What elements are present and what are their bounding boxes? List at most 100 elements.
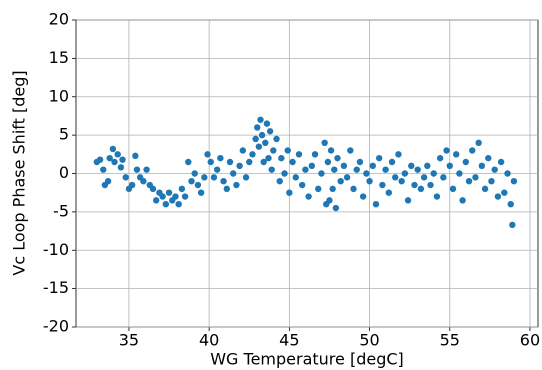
data-point <box>430 170 437 177</box>
data-point <box>273 135 280 143</box>
data-point <box>350 185 357 193</box>
x-tick-label: 55 <box>440 331 460 350</box>
data-point <box>140 177 147 185</box>
y-tick-label: 0 <box>59 163 69 182</box>
data-point <box>343 174 351 181</box>
data-point <box>117 164 125 171</box>
data-point <box>485 154 492 162</box>
data-point <box>230 170 237 177</box>
data-point <box>332 204 340 212</box>
data-point <box>501 189 508 196</box>
x-axis-label: WG Temperature [degC] <box>210 350 404 369</box>
data-point <box>260 158 267 166</box>
data-point <box>109 145 117 153</box>
data-point <box>104 177 112 185</box>
data-point <box>286 189 293 196</box>
data-point <box>233 181 240 189</box>
data-point <box>510 177 518 185</box>
data-point <box>404 197 412 204</box>
data-point <box>411 181 418 189</box>
data-point <box>204 151 211 158</box>
data-point <box>162 201 170 208</box>
data-point <box>433 193 441 200</box>
data-point <box>263 120 271 127</box>
data-point <box>181 193 189 200</box>
data-point <box>446 162 453 170</box>
y-tick-label: 10 <box>49 86 69 105</box>
data-point <box>331 166 338 173</box>
data-point <box>106 154 113 162</box>
x-tick-label: 40 <box>199 331 219 350</box>
data-point <box>321 139 328 146</box>
data-point <box>326 197 333 204</box>
data-point <box>395 151 402 158</box>
data-point <box>298 181 306 189</box>
x-tick-label: 60 <box>520 331 540 350</box>
data-point <box>178 185 186 193</box>
data-point <box>347 147 354 154</box>
data-point <box>475 139 482 146</box>
data-point <box>509 221 516 229</box>
data-point <box>311 151 319 158</box>
data-point <box>408 162 415 170</box>
data-point <box>295 151 303 158</box>
data-point <box>96 156 104 163</box>
data-point <box>494 193 502 200</box>
data-point <box>185 158 192 166</box>
y-tick-label: 20 <box>49 10 69 29</box>
data-point <box>497 158 505 166</box>
data-point <box>153 197 160 204</box>
y-tick-label: 15 <box>49 48 69 67</box>
data-point <box>420 174 428 181</box>
data-point <box>507 201 514 208</box>
data-point <box>372 201 380 208</box>
data-point <box>329 185 336 193</box>
data-point <box>242 174 250 181</box>
data-point <box>465 177 473 185</box>
data-point <box>246 158 253 166</box>
data-point <box>249 151 256 158</box>
data-point <box>289 158 296 166</box>
data-point <box>385 189 393 196</box>
data-point <box>436 154 444 162</box>
data-point <box>276 177 283 185</box>
data-point <box>440 174 447 181</box>
data-point <box>382 166 389 173</box>
data-point <box>424 162 431 170</box>
data-point <box>305 193 312 200</box>
data-point <box>456 170 463 177</box>
data-point <box>449 185 457 193</box>
data-point <box>265 154 272 162</box>
data-point <box>363 170 370 177</box>
data-point <box>478 162 486 170</box>
x-tick-label: 35 <box>119 331 139 350</box>
data-point <box>308 162 316 170</box>
data-point <box>254 124 261 131</box>
data-point <box>337 177 344 185</box>
data-point <box>266 128 274 135</box>
data-point <box>194 181 202 189</box>
data-point <box>491 166 498 173</box>
data-point <box>375 154 383 162</box>
data-point <box>258 131 266 139</box>
data-point <box>188 177 195 185</box>
data-point <box>327 147 335 154</box>
data-point <box>459 197 466 204</box>
data-point <box>262 139 269 146</box>
data-point <box>414 166 421 173</box>
data-point <box>417 185 425 193</box>
data-point <box>239 147 247 154</box>
data-point <box>318 170 325 177</box>
data-point <box>197 189 205 196</box>
data-point <box>472 174 479 181</box>
data-point <box>427 181 434 189</box>
data-point <box>443 147 450 154</box>
data-point <box>324 158 332 166</box>
data-point <box>481 185 489 193</box>
data-point <box>392 174 399 181</box>
data-point <box>133 166 141 173</box>
data-point <box>315 185 322 193</box>
data-point <box>220 177 227 185</box>
data-point <box>488 177 495 185</box>
